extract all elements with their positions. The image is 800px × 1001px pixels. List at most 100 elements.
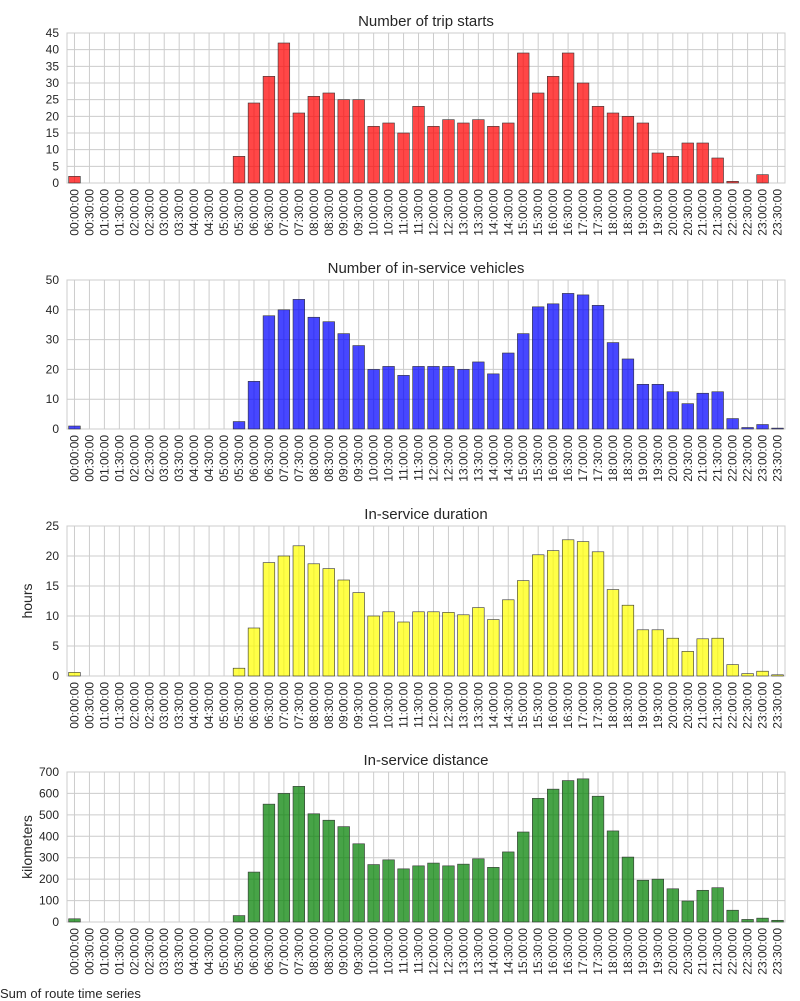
bar [681, 403, 694, 430]
x-tick-label: 23:00:00 [756, 928, 770, 975]
bar [771, 674, 784, 677]
bar [68, 918, 81, 923]
bar [576, 294, 590, 430]
bar [561, 52, 575, 184]
bar [636, 879, 650, 923]
y-tick-label: 10 [46, 143, 60, 157]
bar [337, 333, 350, 430]
bar [457, 614, 470, 677]
bar [591, 305, 605, 430]
y-tick-label: 45 [46, 26, 60, 40]
x-tick-label: 22:30:00 [741, 435, 755, 482]
y-tick-label: 30 [46, 333, 60, 347]
x-tick-label: 06:00:00 [247, 928, 261, 975]
bar [621, 604, 635, 677]
x-tick-label: 21:00:00 [696, 189, 710, 236]
x-tick-label: 14:00:00 [486, 928, 500, 975]
bar [352, 99, 365, 184]
chart-panel-0: 0 5 10 15 20 25 30 35 40 45 00:00:00 00:30:00 01:00:… [46, 13, 786, 236]
x-tick-label: 23:00:00 [756, 435, 770, 482]
x-tick-label: 15:00:00 [516, 189, 530, 236]
x-tick-label: 05:30:00 [232, 189, 246, 236]
x-tick-label: 01:30:00 [112, 435, 126, 482]
bar [547, 303, 560, 430]
bar [382, 366, 395, 430]
bar [322, 568, 335, 677]
bar [591, 795, 605, 923]
x-tick-label: 01:30:00 [112, 189, 126, 236]
bar [666, 156, 679, 184]
bar [322, 92, 335, 184]
bar [636, 122, 650, 184]
x-tick-label: 16:30:00 [561, 682, 575, 729]
x-tick-label: 03:30:00 [172, 189, 186, 236]
x-tick-label: 07:00:00 [277, 928, 291, 975]
bar [561, 293, 575, 430]
x-tick-label: 10:00:00 [367, 435, 381, 482]
x-tick-label: 21:30:00 [711, 435, 725, 482]
x-tick-label: 15:30:00 [531, 928, 545, 975]
bar [502, 122, 515, 184]
x-tick-label: 13:00:00 [456, 682, 470, 729]
bar [367, 615, 380, 677]
x-tick-label: 00:30:00 [82, 189, 96, 236]
bar [307, 316, 320, 430]
x-tick-label: 17:00:00 [576, 928, 590, 975]
bar [726, 181, 739, 184]
x-tick-label: 20:00:00 [666, 682, 680, 729]
x-tick-label: 07:30:00 [292, 189, 306, 236]
bar [442, 865, 455, 923]
x-tick-label: 10:00:00 [367, 189, 381, 236]
bar [651, 878, 664, 923]
y-tick-label: 5 [52, 159, 59, 173]
y-tick-label: 0 [52, 176, 59, 190]
bar [307, 813, 320, 923]
bar [412, 366, 425, 430]
bar [367, 864, 380, 923]
figure-caption: Sum of route time series [0, 986, 141, 1001]
x-tick-label: 11:30:00 [412, 435, 426, 481]
bar [337, 579, 350, 677]
x-tick-label: 19:30:00 [651, 682, 665, 729]
bar [262, 562, 276, 677]
bar [591, 551, 605, 677]
bar [487, 126, 500, 184]
bar [382, 859, 395, 923]
x-tick-label: 22:30:00 [741, 928, 755, 975]
x-tick-label: 04:00:00 [187, 682, 201, 729]
bar [382, 611, 395, 677]
x-tick-label: 21:30:00 [711, 682, 725, 729]
x-tick-label: 17:00:00 [576, 682, 590, 729]
x-tick-label: 12:00:00 [426, 435, 440, 482]
x-tick-label: 10:30:00 [382, 189, 396, 236]
y-tick-label: 0 [52, 669, 59, 683]
chart-title: In-service duration [364, 506, 487, 523]
bar [756, 424, 769, 430]
x-tick-label: 22:00:00 [726, 189, 740, 236]
y-tick-label: 5 [52, 639, 59, 653]
x-tick-label: 04:30:00 [202, 682, 216, 729]
x-tick-label: 06:30:00 [262, 435, 276, 482]
bar [337, 826, 350, 923]
x-tick-label: 01:00:00 [97, 189, 111, 236]
bar [771, 427, 784, 430]
bar [382, 122, 395, 184]
bar [442, 366, 455, 430]
bar [307, 563, 320, 677]
x-tick-label: 03:30:00 [172, 928, 186, 975]
bar [636, 629, 650, 677]
x-tick-label: 02:00:00 [127, 189, 141, 236]
bar [621, 116, 635, 184]
x-tick-label: 05:00:00 [217, 928, 231, 975]
x-tick-label: 07:00:00 [277, 435, 291, 482]
x-tick-label: 10:00:00 [367, 928, 381, 975]
bar [277, 555, 291, 677]
bar [232, 667, 246, 677]
bar [232, 156, 246, 184]
x-tick-label: 23:00:00 [756, 682, 770, 729]
bar [547, 76, 560, 184]
x-tick-label: 19:00:00 [636, 435, 650, 482]
bar [367, 126, 380, 184]
x-tick-label: 08:30:00 [322, 435, 336, 482]
chart-panel-2: 0 5 10 15 20 25 00:00:00 00:30:00 01:00:00 01:30:… [19, 506, 786, 729]
